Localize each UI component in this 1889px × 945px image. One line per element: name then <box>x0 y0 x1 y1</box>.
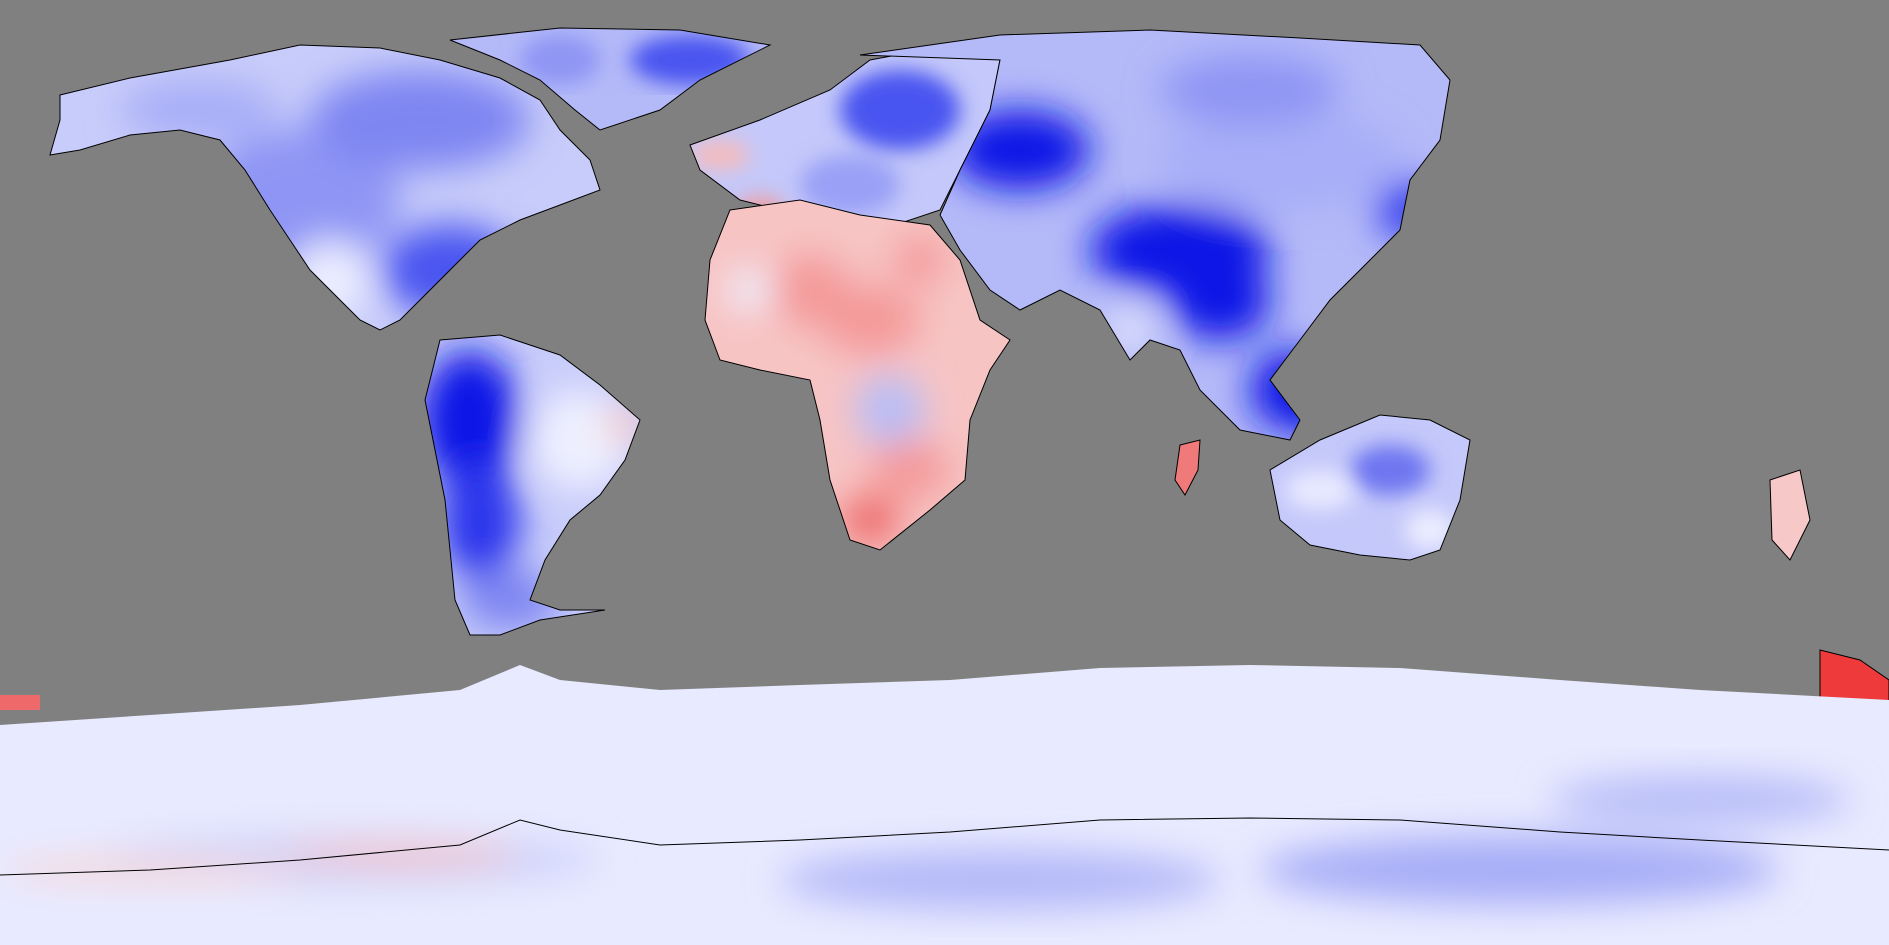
region-south-america <box>424 334 641 636</box>
region-australia <box>1269 414 1471 561</box>
region-pacific-patch <box>0 695 40 710</box>
region-antarctica <box>0 665 1889 945</box>
region-africa <box>704 199 1011 551</box>
region-madagascar <box>1174 439 1201 496</box>
region-new-zealand-north <box>1769 469 1811 561</box>
